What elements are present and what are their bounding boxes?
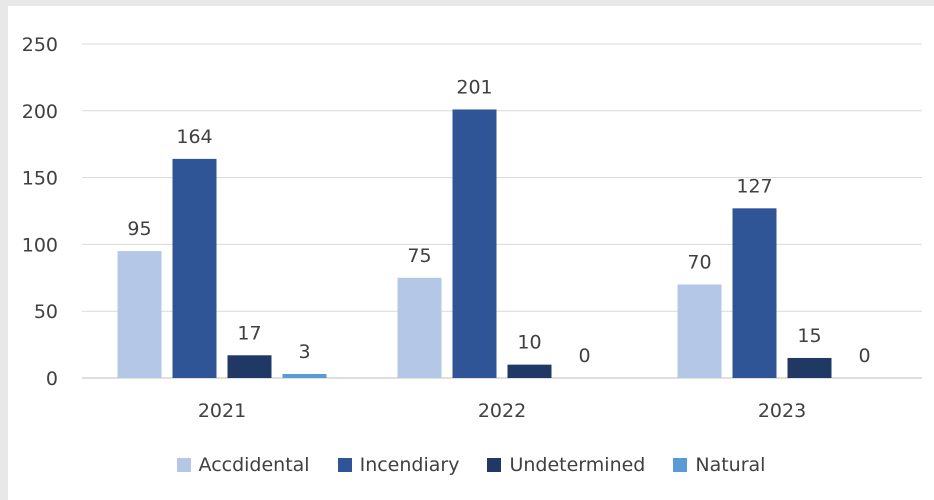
- bar-accdidental-2023: [677, 284, 722, 378]
- y-tick-label: 50: [34, 301, 58, 323]
- data-label-accdidental-2022: 75: [407, 245, 431, 267]
- data-label-undetermined-2022: 10: [517, 332, 541, 354]
- data-label-natural-2023: 0: [858, 345, 870, 367]
- bar-incendiary-2023: [732, 208, 777, 378]
- gridlines: [82, 43, 922, 379]
- legend-item-undetermined: Undetermined: [487, 454, 645, 476]
- chart-panel: 0 50 100 150 200 250 95 164 17 3 75 201 10 0 70 127 15 0…: [8, 6, 934, 500]
- x-axis-ticks: 2021 2022 2023: [198, 400, 806, 422]
- data-label-accdidental-2021: 95: [127, 218, 151, 240]
- bar-undetermined-2023: [787, 357, 832, 378]
- legend-swatch-natural: [673, 458, 688, 472]
- x-tick-label: 2022: [478, 400, 526, 422]
- data-label-incendiary-2023: 127: [736, 175, 772, 197]
- legend-label-accidental: Accdidental: [198, 454, 310, 476]
- legend-swatch-undetermined: [487, 458, 502, 472]
- data-label-undetermined-2021: 17: [237, 322, 261, 344]
- legend-label-natural: Natural: [695, 454, 766, 476]
- bar-incendiary-2021: [172, 158, 217, 378]
- bar-accdidental-2022: [397, 277, 442, 378]
- legend-label-undetermined: Undetermined: [509, 454, 646, 476]
- legend: Accdidental Incendiary Undetermined Natu…: [8, 450, 934, 480]
- legend-item-incendiary: Incendiary: [337, 454, 460, 476]
- data-label-natural-2022: 0: [578, 345, 590, 367]
- data-label-incendiary-2021: 164: [176, 126, 212, 148]
- x-tick-label: 2021: [198, 400, 246, 422]
- bar-accdidental-2021: [117, 251, 162, 378]
- legend-item-accidental: Accdidental: [176, 454, 310, 476]
- bar-undetermined-2022: [507, 364, 552, 378]
- data-labels: 95 164 17 3 75 201 10 0 70 127 15 0: [127, 76, 870, 367]
- legend-swatch-incendiary: [337, 458, 352, 472]
- data-label-natural-2021: 3: [298, 341, 310, 363]
- bar-natural-2021: [282, 373, 327, 378]
- x-tick-label: 2023: [758, 400, 806, 422]
- legend-label-incendiary: Incendiary: [359, 454, 460, 476]
- y-axis-ticks: 0 50 100 150 200 250: [22, 34, 58, 390]
- data-label-incendiary-2022: 201: [456, 76, 492, 98]
- data-label-accdidental-2023: 70: [687, 251, 711, 273]
- legend-swatch-accidental: [176, 458, 191, 472]
- y-tick-label: 200: [22, 101, 58, 123]
- y-tick-label: 100: [22, 234, 58, 256]
- bar-incendiary-2022: [452, 109, 497, 379]
- y-tick-label: 250: [22, 34, 58, 56]
- bar-undetermined-2021: [227, 355, 272, 378]
- y-tick-label: 0: [46, 368, 58, 390]
- data-label-undetermined-2023: 15: [797, 325, 821, 347]
- bars: [117, 109, 832, 379]
- legend-item-natural: Natural: [673, 454, 765, 476]
- y-tick-label: 150: [22, 168, 58, 190]
